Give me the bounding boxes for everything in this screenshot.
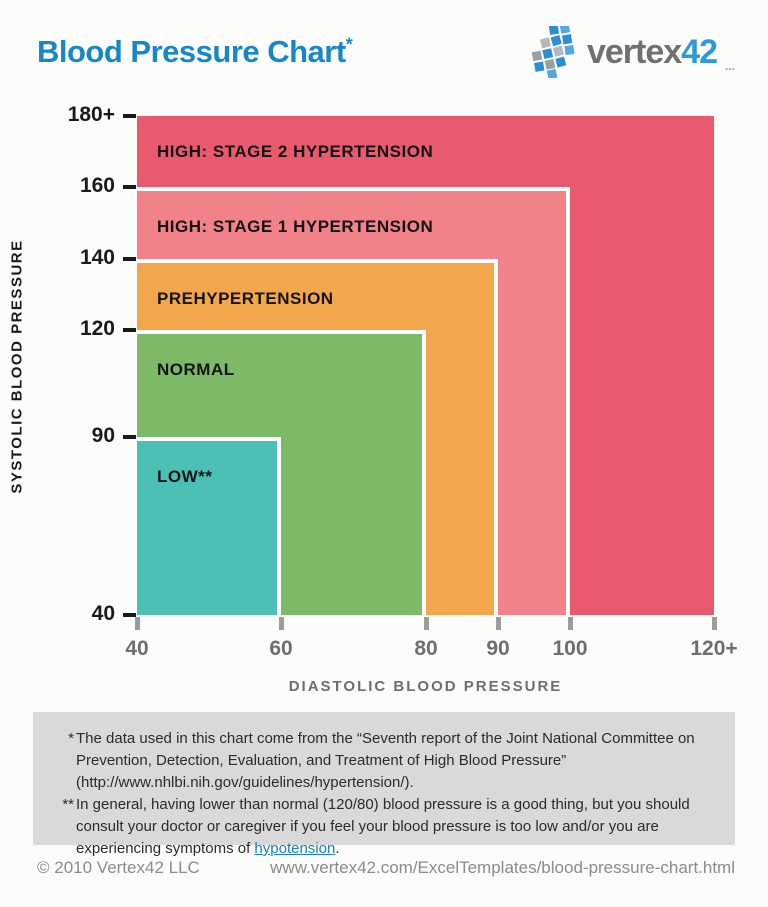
vertex42-wordmark: vertex42: [586, 33, 718, 71]
y-axis-title: SYSTOLIC BLOOD PRESSURE: [8, 239, 26, 494]
logo-word-num: 42: [681, 33, 718, 71]
logo-suffix-dots: ...: [724, 59, 735, 73]
x-tick-label-80: 80: [414, 637, 438, 660]
x-tick-label-120+: 120+: [690, 637, 738, 660]
y-tick-label-180+: 180+: [67, 103, 115, 126]
footnote-box: * The data used in this chart come from …: [33, 712, 735, 857]
x-axis-title: DIASTOLIC BLOOD PRESSURE: [288, 678, 563, 695]
y-tick-label-40: 40: [91, 602, 115, 625]
x-tick-mark-120+: [712, 617, 717, 630]
zone-label: HIGH: STAGE 2 HYPERTENSION: [157, 142, 434, 161]
footnote-2-text: In general, having lower than normal (12…: [76, 796, 690, 857]
x-tick-mark-100: [568, 617, 573, 630]
y-tick-mark-140: [123, 257, 136, 261]
vertex42-mosaic-icon: [531, 26, 575, 78]
y-tick-mark-180+: [123, 114, 136, 118]
title-asterisk: *: [345, 34, 353, 55]
footer-url: www.vertex42.com/ExcelTemplates/blood-pr…: [270, 858, 735, 877]
y-tick-mark-160: [123, 185, 136, 189]
y-tick-label-90: 90: [91, 424, 115, 447]
footer: © 2010 Vertex42 LLC www.vertex42.com/Exc…: [37, 858, 735, 878]
footnote-2: ** In general, having lower than normal …: [33, 794, 715, 860]
zone-low: LOW**: [137, 437, 281, 615]
x-tick-label-60: 60: [269, 637, 293, 660]
y-tick-mark-40: [123, 613, 136, 617]
zone-label: LOW**: [157, 467, 213, 486]
y-tick-label-120: 120: [79, 317, 115, 340]
page-title-text: Blood Pressure Chart: [37, 34, 346, 69]
hypotension-link[interactable]: hypotension: [254, 840, 336, 857]
x-tick-mark-90: [496, 617, 501, 630]
x-tick-label-90: 90: [486, 637, 510, 660]
x-tick-mark-80: [424, 617, 429, 630]
x-tick-label-100: 100: [552, 637, 588, 660]
footnote-1-marker: *: [68, 730, 74, 747]
x-tick-mark-60: [279, 617, 284, 630]
header: Blood Pressure Chart* vertex42 ...: [37, 22, 735, 82]
footnote-1-text: The data used in this chart come from th…: [76, 730, 695, 791]
y-tick-mark-90: [123, 435, 136, 439]
zone-label: PREHYPERTENSION: [157, 289, 334, 308]
page-title: Blood Pressure Chart*: [37, 34, 353, 70]
y-tick-label-140: 140: [79, 246, 115, 269]
vertex42-logo: vertex42 ...: [527, 26, 735, 78]
footnote-1: * The data used in this chart come from …: [33, 728, 715, 794]
footnote-2-marker: **: [62, 796, 74, 813]
blood-pressure-chart: SYSTOLIC BLOOD PRESSURE DIASTOLIC BLOOD …: [8, 103, 738, 695]
footer-copyright: © 2010 Vertex42 LLC: [37, 858, 200, 877]
x-tick-mark-40: [135, 617, 140, 630]
logo-word-main: vertex: [586, 33, 682, 71]
x-tick-label-40: 40: [125, 637, 149, 660]
y-tick-mark-120: [123, 328, 136, 332]
zone-label: HIGH: STAGE 1 HYPERTENSION: [157, 217, 434, 236]
y-tick-label-160: 160: [79, 174, 115, 197]
plot-area: HIGH: STAGE 2 HYPERTENSION HIGH: STAGE 1 …: [137, 116, 714, 615]
zone-label: NORMAL: [157, 360, 235, 379]
